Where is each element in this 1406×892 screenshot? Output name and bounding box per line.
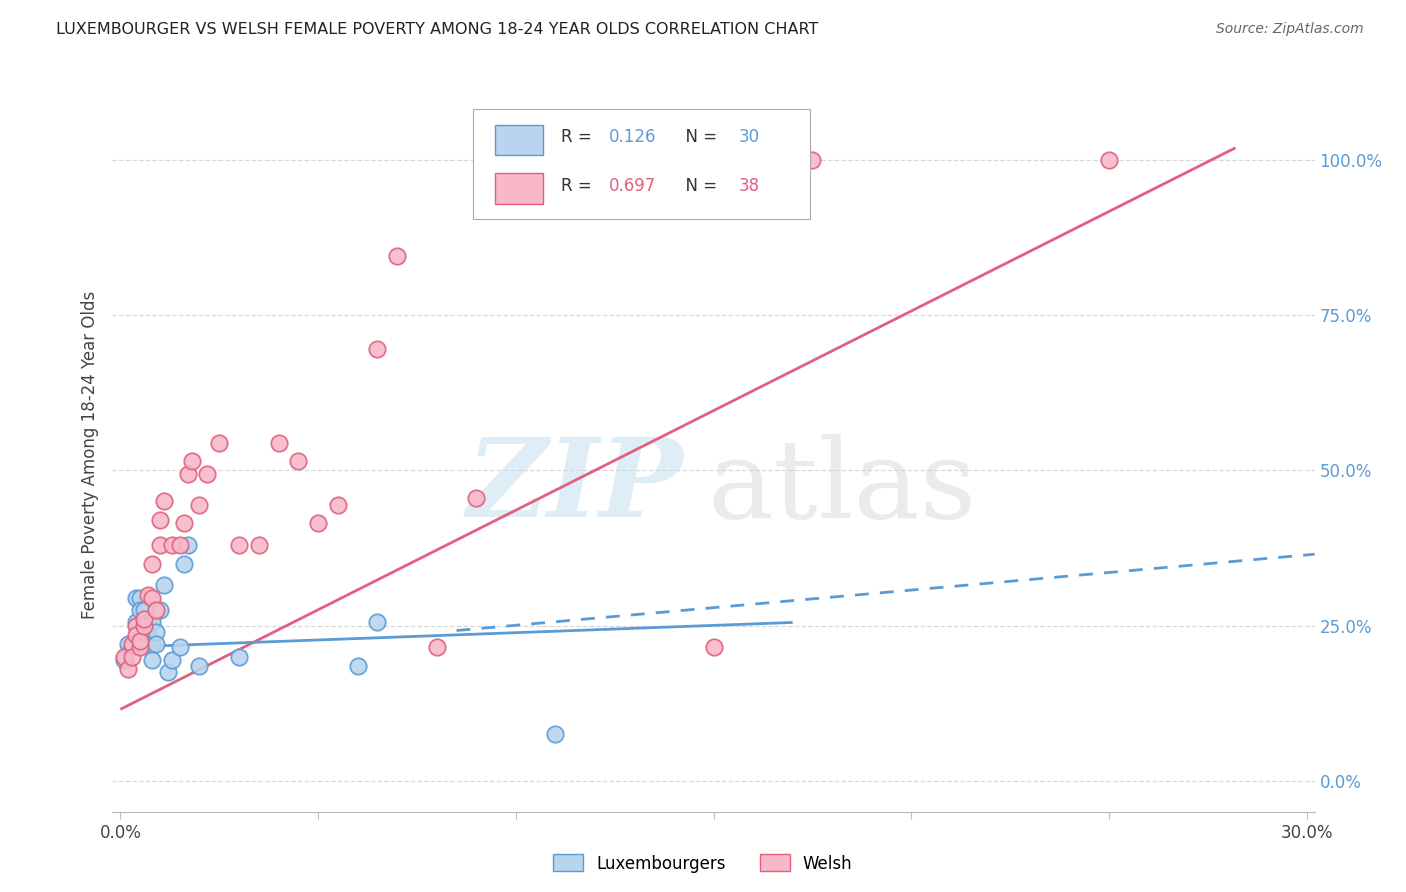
Point <box>346 659 368 673</box>
Point <box>160 538 183 552</box>
Point <box>141 637 163 651</box>
Point <box>228 538 250 552</box>
Point <box>129 603 152 617</box>
Point <box>366 615 388 630</box>
Point <box>247 538 270 552</box>
FancyBboxPatch shape <box>495 173 543 203</box>
Point <box>169 640 191 655</box>
Point <box>125 615 148 630</box>
Point <box>287 454 309 468</box>
Point <box>426 640 449 655</box>
Point <box>145 624 167 639</box>
Point <box>153 578 176 592</box>
Point <box>465 491 488 506</box>
Point <box>385 249 409 263</box>
Text: R =: R = <box>561 177 598 194</box>
Point <box>129 591 152 605</box>
Text: ZIP: ZIP <box>467 434 683 541</box>
Point <box>188 498 211 512</box>
Point <box>117 637 139 651</box>
Point <box>145 603 167 617</box>
Point <box>149 603 172 617</box>
Point <box>366 343 388 357</box>
Point <box>132 603 156 617</box>
Text: 0.126: 0.126 <box>609 128 657 146</box>
Point <box>121 649 143 664</box>
Point <box>112 653 135 667</box>
Text: R =: R = <box>561 128 598 146</box>
Point <box>153 494 176 508</box>
Point <box>121 640 143 655</box>
Text: LUXEMBOURGER VS WELSH FEMALE POVERTY AMONG 18-24 YEAR OLDS CORRELATION CHART: LUXEMBOURGER VS WELSH FEMALE POVERTY AMO… <box>56 22 818 37</box>
Point <box>702 640 725 655</box>
Point <box>141 653 163 667</box>
Point <box>121 637 143 651</box>
Point <box>544 727 567 741</box>
Point <box>125 628 148 642</box>
Point <box>176 538 198 552</box>
Point <box>149 538 172 552</box>
Text: atlas: atlas <box>707 434 977 541</box>
Point <box>160 653 183 667</box>
Point <box>326 498 349 512</box>
Legend: Luxembourgers, Welsh: Luxembourgers, Welsh <box>547 847 859 880</box>
Point <box>195 467 219 481</box>
Point <box>188 659 211 673</box>
Point <box>129 640 152 655</box>
Point <box>125 618 148 632</box>
Point <box>141 557 163 571</box>
Text: 38: 38 <box>738 177 759 194</box>
FancyBboxPatch shape <box>472 109 810 219</box>
Text: Source: ZipAtlas.com: Source: ZipAtlas.com <box>1216 22 1364 37</box>
Point <box>132 637 156 651</box>
Point <box>228 649 250 664</box>
Point <box>136 615 159 630</box>
Point <box>169 538 191 552</box>
Text: N =: N = <box>675 128 723 146</box>
Point <box>173 557 195 571</box>
Point <box>1098 153 1121 168</box>
Point <box>125 591 148 605</box>
Point <box>117 662 139 676</box>
Point <box>132 612 156 626</box>
Point <box>112 649 135 664</box>
Y-axis label: Female Poverty Among 18-24 Year Olds: Female Poverty Among 18-24 Year Olds <box>80 291 98 619</box>
Point <box>132 618 156 632</box>
Point <box>173 516 195 531</box>
Text: 0.697: 0.697 <box>609 177 657 194</box>
Point <box>149 513 172 527</box>
Point <box>141 615 163 630</box>
Point <box>141 591 163 605</box>
Point <box>145 637 167 651</box>
Point <box>136 588 159 602</box>
Point <box>180 454 202 468</box>
Text: 30: 30 <box>738 128 759 146</box>
FancyBboxPatch shape <box>495 125 543 155</box>
Point <box>129 634 152 648</box>
Point <box>132 624 156 639</box>
Point <box>136 628 159 642</box>
Point <box>156 665 179 679</box>
Point <box>208 435 231 450</box>
Point <box>176 467 198 481</box>
Point <box>801 153 824 168</box>
Point <box>267 435 290 450</box>
Point <box>129 634 152 648</box>
Text: N =: N = <box>675 177 723 194</box>
Point <box>307 516 329 531</box>
